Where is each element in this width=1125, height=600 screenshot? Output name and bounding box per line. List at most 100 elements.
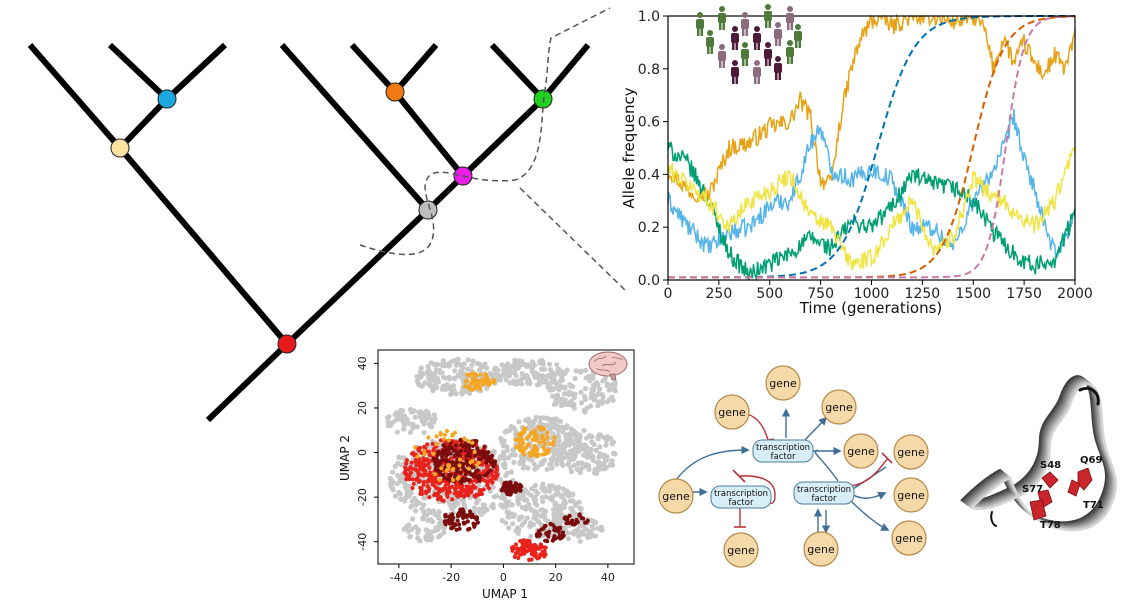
umap-cell-point	[406, 528, 412, 534]
umap-cell-point	[427, 474, 432, 479]
umap-cell-point	[591, 441, 597, 447]
umap-cell-point	[468, 387, 473, 392]
umap-cell-point	[580, 529, 586, 535]
umap-cell-point	[490, 502, 496, 508]
umap-cell-point	[484, 385, 490, 391]
umap-cell-point	[565, 461, 571, 467]
allele-x-ticks: 0 250 500 750 1000 1250 1500 1750 2000	[664, 280, 1093, 302]
person-icon	[764, 4, 772, 28]
umap-cell-point	[478, 474, 483, 479]
umap-cell-point	[572, 391, 578, 397]
allele-y-tick-label: 0.4	[638, 167, 660, 183]
umap-cell-point	[573, 445, 579, 451]
umap-cell-point	[481, 487, 486, 492]
dashed-lineage-path	[359, 7, 611, 256]
residue-labels: S48 Q69 S77 T71 T78	[1022, 455, 1104, 531]
umap-cell-point	[486, 478, 491, 484]
umap-cell-point	[442, 449, 447, 454]
umap-cell-point	[514, 381, 520, 387]
umap-cell-point	[587, 378, 593, 384]
umap-cell-point	[441, 437, 446, 442]
umap-cell-point	[438, 518, 444, 524]
population-people-icon	[696, 4, 802, 84]
person-icon	[718, 6, 726, 30]
zoom-connector-line	[519, 187, 626, 291]
umap-cell-point	[458, 470, 463, 475]
umap-cell-point	[472, 449, 477, 454]
umap-cell-point	[534, 546, 539, 552]
umap-cell-point	[425, 517, 431, 524]
umap-cell-point	[421, 502, 427, 508]
umap-cell-point	[524, 549, 530, 554]
umap-cell-point	[529, 557, 534, 562]
umap-cell-point	[396, 489, 402, 496]
umap-cell-point	[487, 382, 492, 387]
umap-cell-point	[548, 521, 553, 527]
residue-sidechains	[1029, 467, 1093, 521]
gene-label: gene	[895, 532, 923, 545]
umap-cell-point	[561, 391, 568, 397]
umap-cell-point	[498, 435, 504, 441]
umap-cell-point	[513, 484, 518, 490]
umap-cell-point	[451, 478, 456, 483]
umap-cell-point	[507, 380, 513, 386]
umap-cell-point	[452, 376, 458, 382]
umap-cell-point	[536, 377, 542, 383]
umap-cell-point	[422, 444, 427, 449]
umap-cell-point	[478, 387, 483, 392]
umap-cell-point	[429, 519, 436, 525]
person-icon	[764, 42, 772, 66]
umap-cell-point	[596, 454, 602, 460]
umap-cell-point	[564, 367, 570, 373]
umap-cell-point	[524, 515, 530, 521]
umap-cell-point	[406, 467, 411, 472]
umap-cell-point	[542, 549, 547, 554]
umap-cell-point	[435, 468, 440, 473]
allele-x-tick-label: 2000	[1057, 286, 1093, 302]
phylogenetic-tree	[27, 7, 626, 423]
umap-cell-point	[555, 485, 561, 491]
umap-cell-point	[427, 495, 432, 500]
umap-y-tick-label: -20	[356, 488, 369, 506]
umap-cell-point	[503, 377, 509, 383]
umap-cell-point	[434, 434, 439, 439]
umap-cell-point	[434, 375, 440, 381]
umap-cell-point	[449, 521, 454, 526]
root-node	[277, 334, 297, 354]
umap-cell-point	[404, 488, 410, 494]
umap-cell-point	[398, 407, 404, 413]
umap-cell-point	[438, 523, 444, 529]
tf-label-line1: transcription	[797, 485, 851, 495]
umap-cell-point	[447, 485, 452, 490]
umap-cell-point	[599, 392, 605, 398]
umap-cell-point	[563, 425, 569, 431]
umap-cell-point	[422, 462, 427, 467]
allele-x-tick-label: 0	[664, 286, 673, 302]
umap-cell-point	[590, 392, 596, 398]
umap-cell-point	[412, 414, 418, 420]
umap-cell-point	[407, 533, 413, 540]
umap-cell-point	[561, 504, 568, 511]
person-icon	[774, 56, 782, 80]
umap-cell-point	[414, 424, 420, 430]
gene-node: gene	[843, 433, 879, 469]
umap-cell-point	[458, 437, 463, 442]
umap-cell-point	[465, 519, 470, 524]
umap-cell-point	[452, 430, 457, 435]
umap-cell-point	[447, 463, 452, 468]
umap-cell-point	[501, 483, 507, 489]
umap-cell-point	[580, 523, 587, 530]
umap-cell-point	[584, 444, 590, 450]
umap-cell-point	[471, 505, 478, 511]
umap-cell-point	[463, 468, 468, 473]
umap-cell-point	[393, 493, 399, 499]
umap-cell-point	[531, 437, 536, 442]
umap-cell-point	[522, 487, 528, 493]
umap-cell-point	[545, 430, 550, 436]
umap-cell-point	[539, 527, 544, 532]
umap-cell-point	[570, 491, 576, 497]
umap-cell-point	[482, 478, 487, 483]
umap-cell-point	[426, 374, 432, 380]
umap-cell-point	[437, 490, 442, 495]
umap-y-tick-label: 0	[356, 449, 369, 456]
